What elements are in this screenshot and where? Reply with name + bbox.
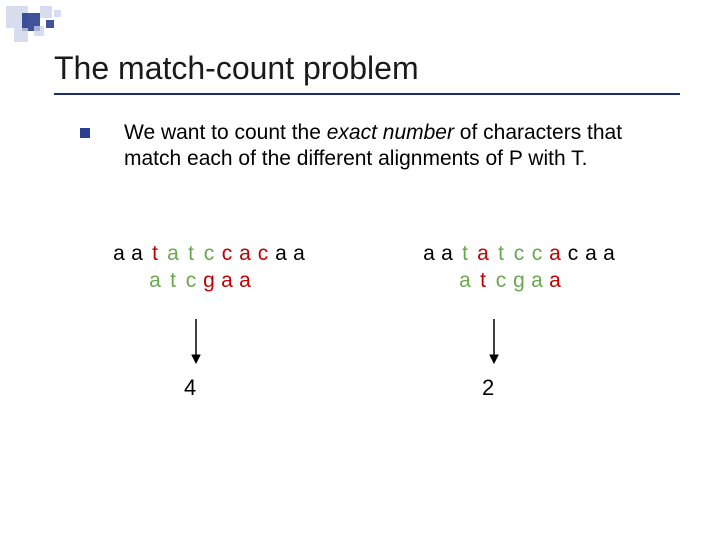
slide-title: The match-count problem	[54, 50, 680, 87]
slide: The match-count problem We want to count…	[0, 0, 720, 540]
example-2-arrow	[486, 317, 680, 369]
example-2-count: 2	[482, 375, 680, 401]
example-1-count: 4	[184, 375, 370, 401]
example-2-bottom: atcgaa	[420, 267, 680, 294]
example-1-arrow	[188, 317, 370, 369]
arrow-down-icon	[188, 317, 204, 365]
bullet-text-pre: We want to count the	[124, 121, 327, 144]
example-1-top: aatatccacaa	[110, 240, 370, 267]
bullet-item: We want to count the exact number of cha…	[80, 120, 660, 173]
example-2-top: aatatccacaa	[420, 240, 680, 267]
arrow-down-icon	[486, 317, 502, 365]
corner-decoration	[6, 6, 126, 50]
bullet-text-italic: exact number	[327, 121, 454, 144]
example-1: aatatccacaa atcgaa 4	[110, 240, 370, 401]
example-2: aatatccacaa atcgaa 2	[420, 240, 680, 401]
examples-row: aatatccacaa atcgaa 4 aatatccacaa atcgaa …	[110, 240, 680, 401]
body: We want to count the exact number of cha…	[80, 120, 660, 173]
bullet-text: We want to count the exact number of cha…	[124, 120, 660, 173]
bullet-icon	[80, 128, 90, 138]
example-1-bottom: atcgaa	[110, 267, 370, 294]
title-block: The match-count problem	[54, 50, 680, 95]
title-rule	[54, 93, 680, 95]
